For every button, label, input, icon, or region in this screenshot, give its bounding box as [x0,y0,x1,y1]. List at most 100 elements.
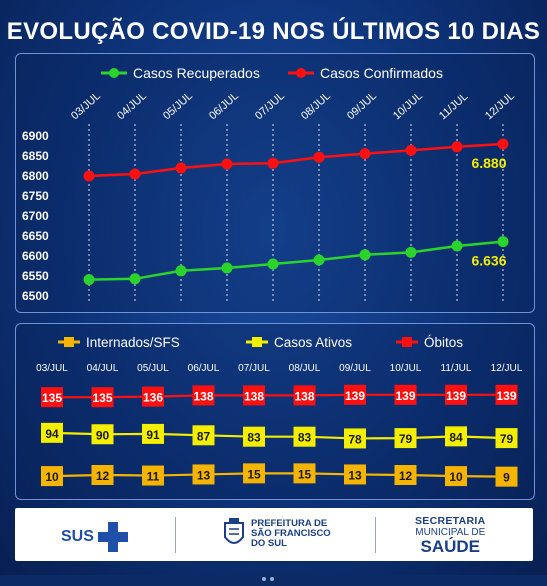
data-point [192,425,215,446]
data-point [313,254,325,266]
data-point [142,386,164,407]
x-tick-label: 03/JUL [69,90,103,122]
legend-label: Óbitos [424,335,463,350]
data-point [129,168,141,180]
x-tick-label: 11/JUL [437,91,470,123]
data-label: 90 [96,428,110,442]
data-label: 135 [92,391,112,405]
x-tick-label: 07/JUL [238,363,270,374]
data-point [221,262,233,274]
y-tick-label: 6500 [22,289,49,303]
data-point [405,246,417,258]
legend-label: Casos Recuperados [133,65,260,81]
data-label: 9 [503,471,510,485]
x-tick-label: 06/JUL [188,363,220,374]
x-tick-label: 10/JUL [390,363,422,374]
x-tick-label: 04/JUL [87,363,119,374]
data-point [83,170,95,182]
data-point [293,385,316,406]
data-point [344,428,366,449]
series-line [88,142,504,178]
data-point [175,162,187,174]
data-point [495,466,518,487]
data-point [451,141,463,153]
legend-marker [109,68,119,78]
data-label: 83 [298,431,312,445]
data-point [495,428,518,449]
data-label: 84 [449,430,463,444]
x-tick-label: 07/JUL [253,90,287,122]
prefeitura-logo: PREFEITURA DE SÃO FRANCISCO DO SUL [223,517,331,551]
x-tick-label: 09/JUL [345,90,379,122]
legend-label: Casos Ativos [274,335,352,350]
data-point [142,465,164,486]
data-point [344,384,366,405]
data-point [41,466,63,487]
data-label: 15 [298,467,312,481]
x-tick-label: 05/JUL [137,363,169,374]
data-point [175,265,187,277]
y-tick-label: 6700 [22,209,49,223]
x-tick-label: 05/JUL [161,90,195,122]
x-tick-label: 04/JUL [115,90,149,122]
series-line [52,393,507,399]
data-label: 79 [399,432,413,446]
data-point [359,249,371,261]
chart-panel-hospital: Internados/SFS Casos Ativos Óbitos 03/JUL 04… [15,323,535,500]
sus-logo: SUS [61,522,128,552]
data-label: 138 [294,389,314,403]
series-line [51,472,507,478]
data-label: 78 [348,432,362,446]
data-label: 91 [146,428,160,442]
data-label: 10 [449,470,463,484]
data-point [91,387,114,408]
legend-label: Internados/SFS [86,335,180,350]
crest-icon [224,518,244,544]
secretaria-line-1: SECRETARIA [415,515,486,527]
data-point [293,463,316,484]
data-point [293,426,316,447]
data-point [497,236,509,248]
prefeitura-line-2: SÃO FRANCISCO [251,528,331,539]
data-point [142,423,164,444]
data-point [221,158,233,170]
data-label: 79 [500,432,514,446]
data-point [91,465,114,485]
data-label: 94 [45,427,59,441]
data-point [344,464,366,485]
data-point [192,385,215,406]
legend-marker [296,68,306,78]
y-tick-label: 6750 [22,189,49,203]
data-point [243,463,265,484]
y-tick-label: 6600 [22,249,49,263]
page-title: EVOLUÇÃO COVID-19 NOS ÚLTIMOS 10 DIAS [6,18,541,45]
data-label: 139 [345,389,365,403]
series-line [88,240,504,281]
data-point [243,385,265,406]
data-label: 6.636 [471,253,506,269]
x-tick-label: 08/JUL [299,90,333,122]
data-point [497,138,509,150]
data-point [41,387,63,408]
data-label: 12 [96,469,110,483]
secretaria-line-3: SAÚDE [420,537,480,556]
sus-cross-icon [97,522,128,552]
data-point [192,464,215,485]
data-label: 10 [45,470,59,484]
prefeitura-line-1: PREFEITURA DE [251,518,328,529]
legend-marker [64,337,74,347]
secretaria-logo: SECRETARIA MUNICIPAL DE SAÚDE [415,516,485,556]
footer-logos: SUS PREFEITURA DE SÃO FRANCISCO DO SUL S… [15,508,533,561]
data-point [313,151,325,163]
prefeitura-text: PREFEITURA DE SÃO FRANCISCO DO SUL [251,519,331,549]
data-label: 139 [496,389,516,403]
data-point [83,274,95,286]
data-point [267,157,279,169]
x-tick-label: 06/JUL [207,90,241,122]
data-point [243,426,265,447]
y-tick-label: 6800 [22,169,49,183]
data-label: 6.880 [471,155,506,171]
y-tick-label: 6550 [22,269,49,283]
y-tick-label: 6650 [22,229,49,243]
data-label: 12 [399,469,413,483]
